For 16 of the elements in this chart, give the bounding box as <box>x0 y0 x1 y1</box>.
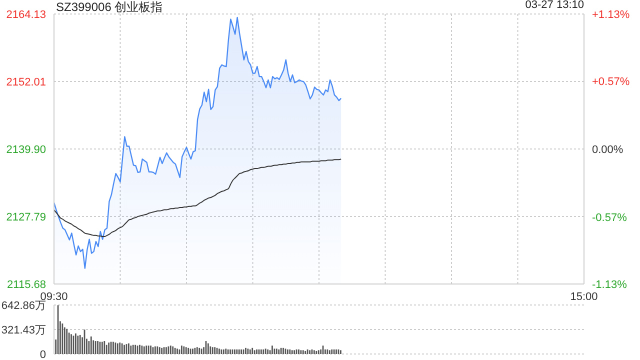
y-tick-label: 2127.79 <box>6 212 46 224</box>
text: 03-27 13:10 <box>525 0 584 11</box>
line-series <box>54 158 342 238</box>
y2-tick-label: +1.13% <box>592 9 630 21</box>
y2-tick-label: +0.57% <box>592 76 630 88</box>
y-tick-label: 0 <box>40 348 46 360</box>
x-tick-label: 15:00 <box>570 290 598 303</box>
y-tick-label: 2164.13 <box>6 9 46 21</box>
y-tick-label: 2152.01 <box>6 76 46 89</box>
y-tick-label: 2115.68 <box>7 279 46 291</box>
y-tick-label: 321.43万 <box>1 324 46 336</box>
y2-tick-label: 0.00% <box>592 144 624 156</box>
chart-title: SZ399006 创业板指 <box>56 0 163 16</box>
y2-tick-label: -1.13% <box>592 279 628 291</box>
y2-tick-label: -0.57% <box>592 212 628 224</box>
y-tick-label: 2139.90 <box>6 144 46 156</box>
